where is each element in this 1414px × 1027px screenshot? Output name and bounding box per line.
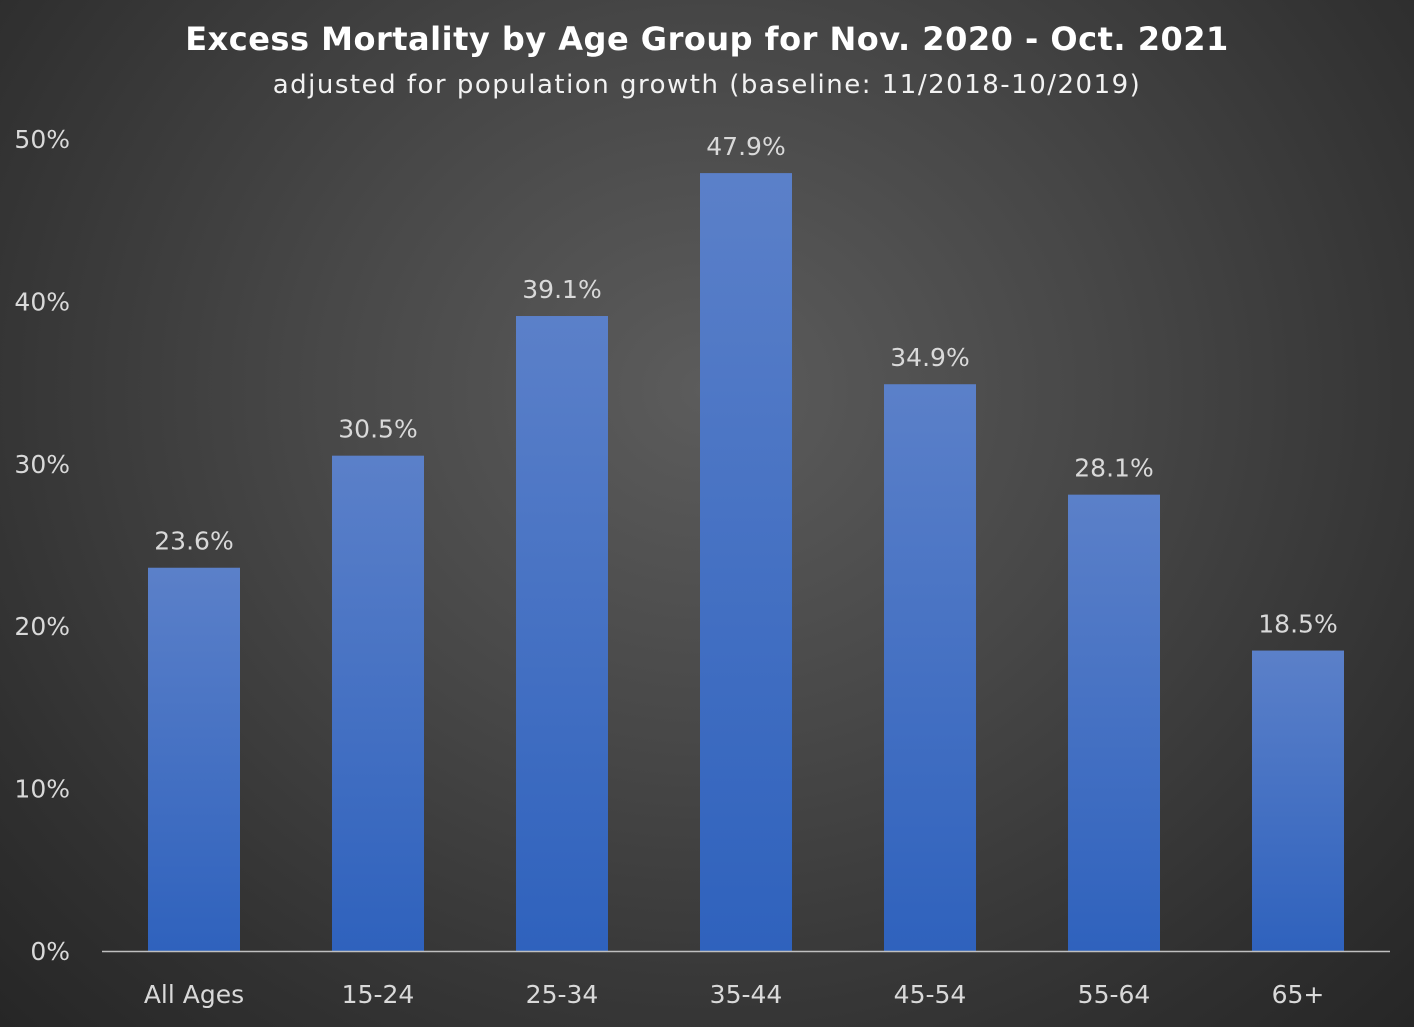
y-axis-tick-labels: 0% 10% 20% 30% 40% 50% [14,125,70,966]
y-tick-label: 0% [30,937,70,966]
x-tick-label: All Ages [144,980,244,1009]
y-tick-label: 20% [14,612,70,641]
bar-65 [1252,650,1344,951]
x-tick-label: 65+ [1272,980,1325,1009]
x-tick-label: 25-34 [526,980,599,1009]
data-label: 28.1% [1074,454,1153,483]
bar-45-54 [884,384,976,951]
bar-25-34 [516,316,608,951]
x-axis-tick-labels: All Ages 15-24 25-34 35-44 45-54 55-64 65+ [144,980,1325,1009]
data-label: 34.9% [890,343,969,372]
data-label: 23.6% [154,527,233,556]
bars [148,173,1344,951]
chart-subtitle: adjusted for population growth (baseline… [272,70,1142,100]
chart-title: Excess Mortality by Age Group for Nov. 2… [185,20,1229,58]
y-tick-label: 30% [14,450,70,479]
data-label: 30.5% [338,415,417,444]
data-label: 47.9% [706,132,785,161]
bar-55-64 [1068,494,1160,951]
data-label: 18.5% [1258,610,1337,639]
bar-15-24 [332,455,424,951]
data-labels: 23.6% 30.5% 39.1% 47.9% 34.9% 28.1% 18.5% [154,132,1337,638]
y-tick-label: 10% [14,775,70,804]
y-tick-label: 50% [14,125,70,154]
x-tick-label: 35-44 [710,980,783,1009]
bar-all-ages [148,567,240,951]
x-tick-label: 55-64 [1078,980,1151,1009]
x-tick-label: 15-24 [342,980,415,1009]
x-tick-label: 45-54 [894,980,967,1009]
bar-35-44 [700,173,792,951]
y-tick-label: 40% [14,287,70,316]
data-label: 39.1% [522,275,601,304]
